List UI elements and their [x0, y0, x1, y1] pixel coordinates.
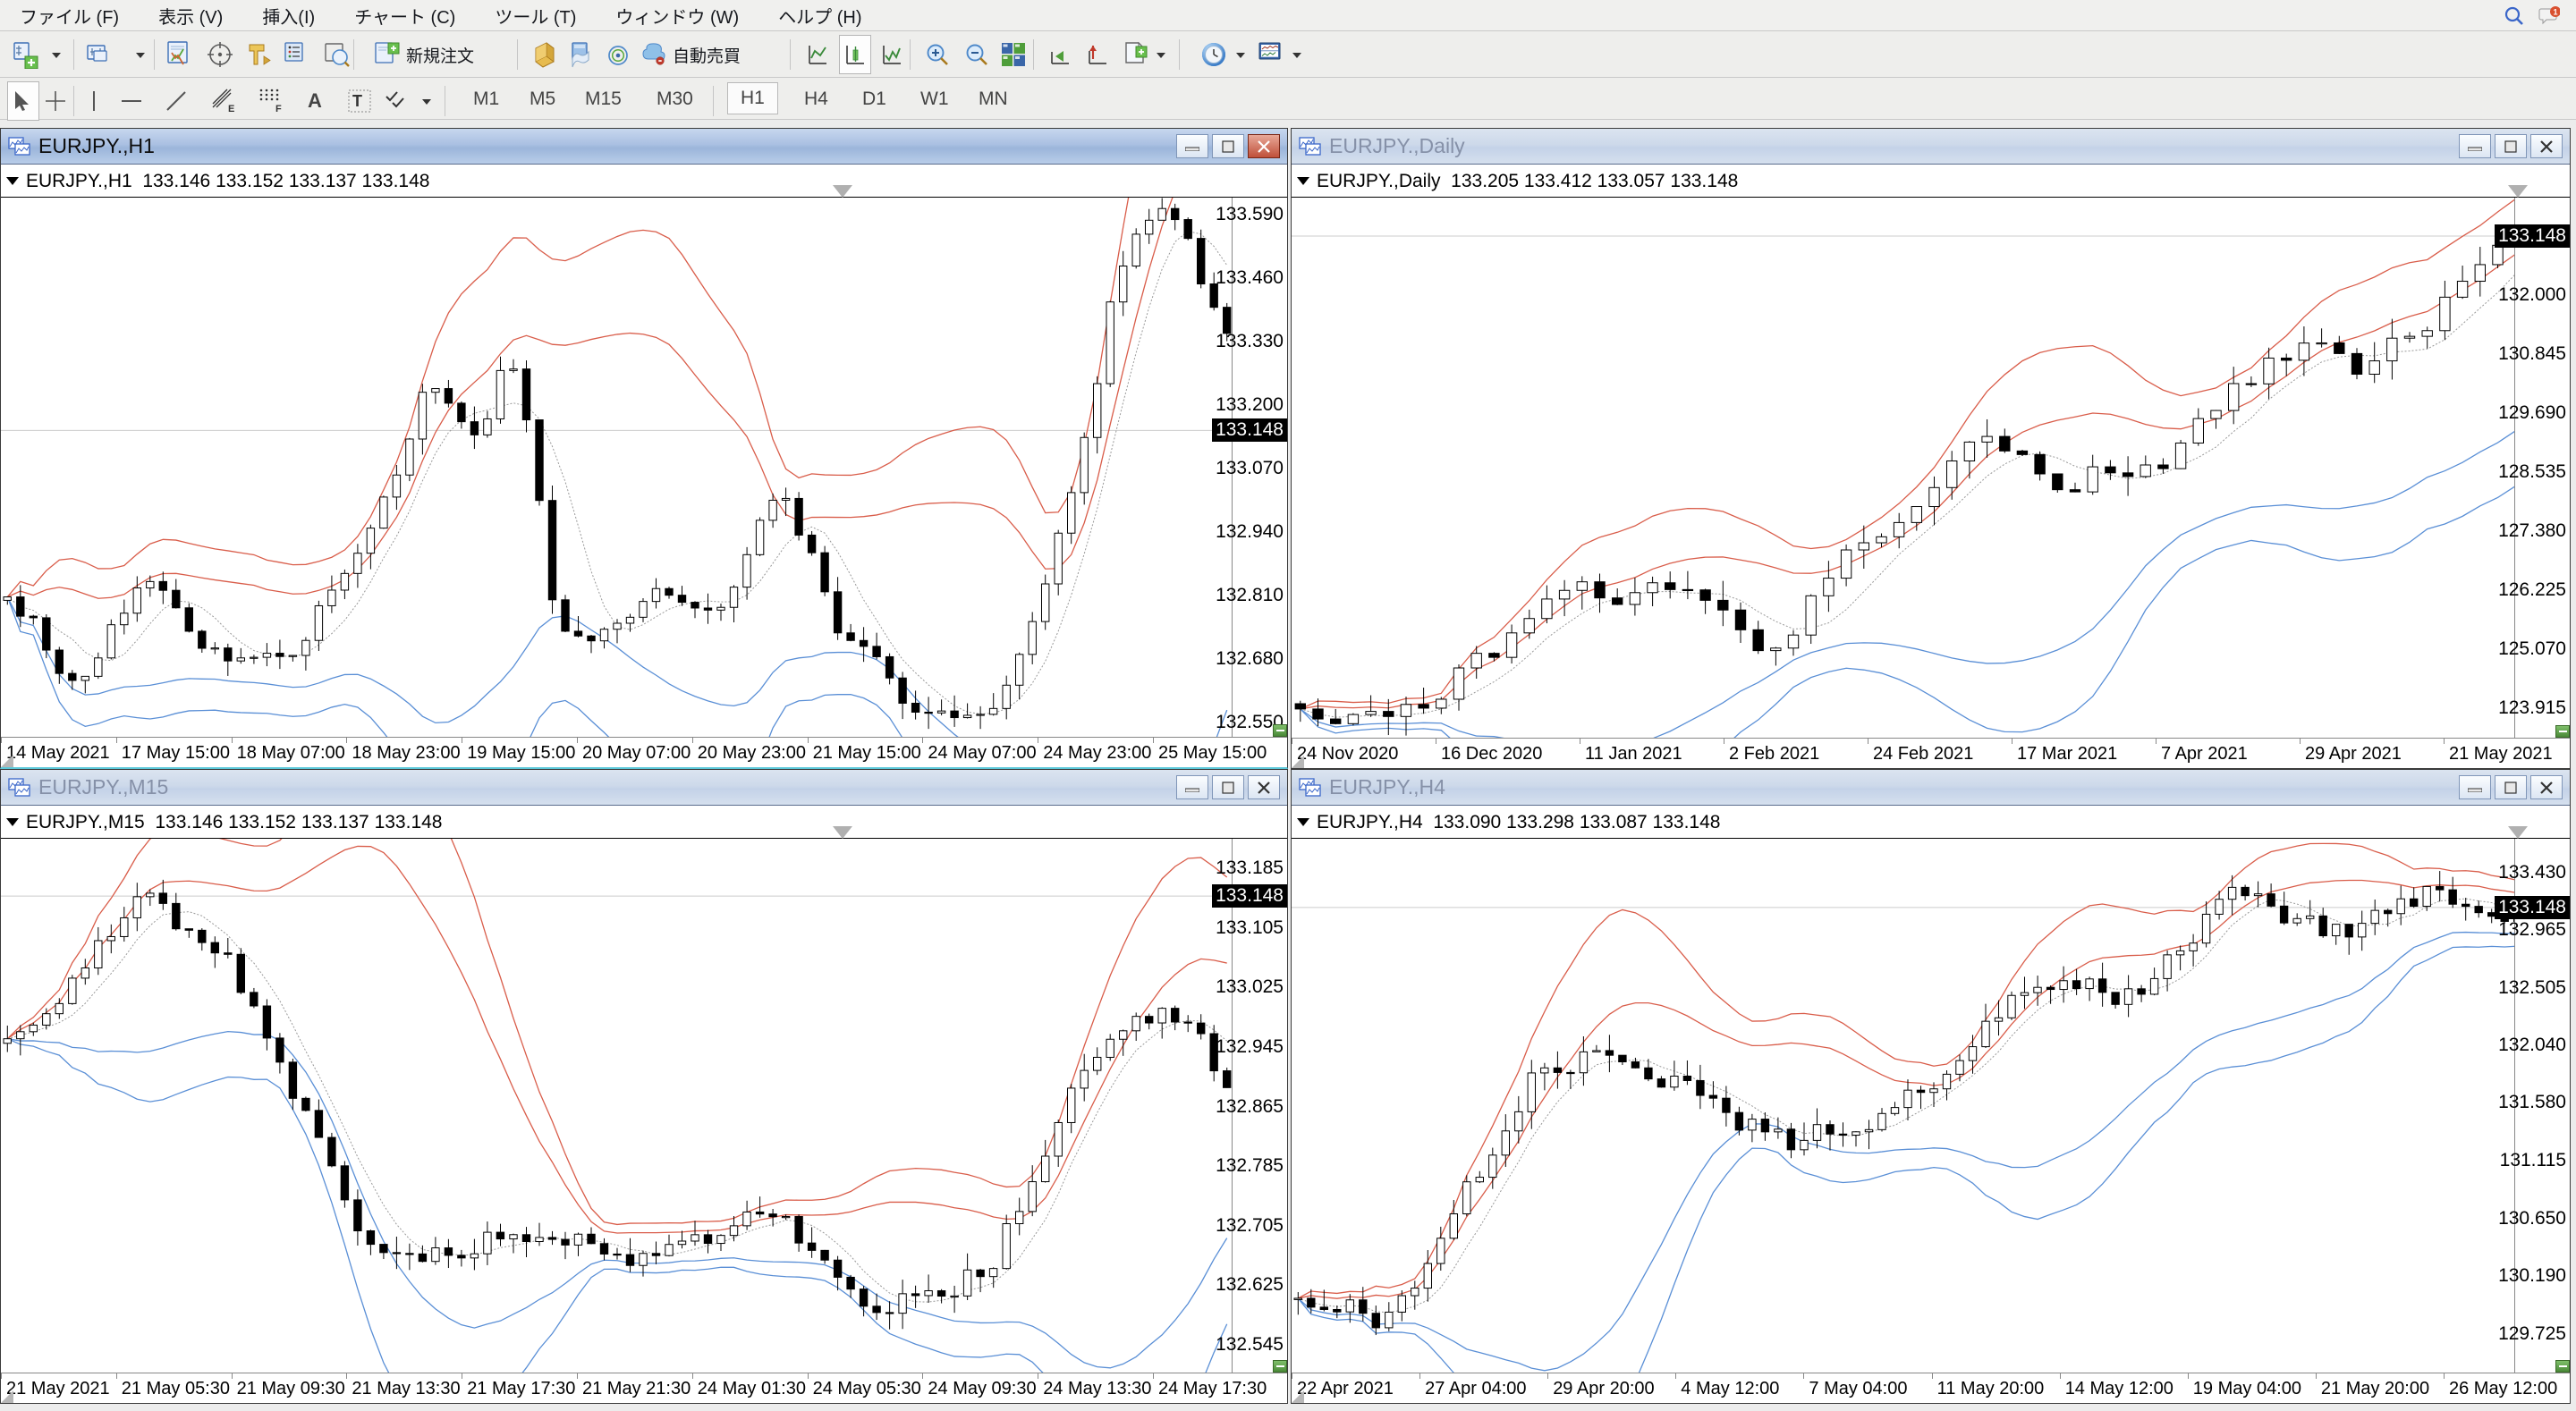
svg-text:E: E [228, 104, 234, 114]
svg-text:T: T [352, 92, 362, 110]
svg-text:1: 1 [2553, 7, 2557, 16]
svg-text:F: F [275, 104, 282, 114]
